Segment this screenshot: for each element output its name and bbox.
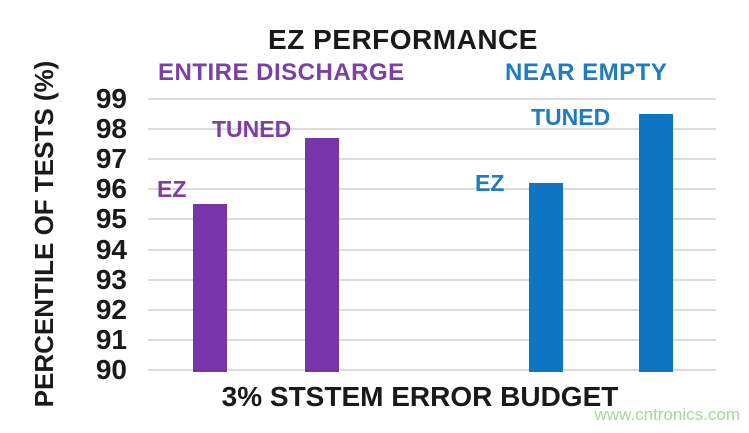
y-axis-title: PERCENTILE OF TESTS (%) <box>29 60 59 408</box>
x-axis-label: 3% STSTEM ERROR BUDGET <box>221 381 619 412</box>
gridline <box>148 128 716 131</box>
gridline <box>148 98 716 100</box>
group-label: NEAR EMPTY <box>505 59 668 86</box>
group-label: ENTIRE DISCHARGE <box>158 59 405 86</box>
gridline <box>148 308 716 311</box>
gridline <box>148 218 716 221</box>
bar-near-empty-ez <box>529 183 563 372</box>
chart-title: EZ PERFORMANCE <box>268 24 538 55</box>
gridline <box>148 369 716 371</box>
bar-label: TUNED <box>531 104 611 130</box>
y-tick-label: 93 <box>95 263 127 295</box>
y-tick-label: 94 <box>95 233 127 265</box>
gridline <box>148 338 716 341</box>
bar-label: TUNED <box>212 116 292 142</box>
bar-near-empty-tuned <box>639 114 673 372</box>
gridline <box>148 158 716 161</box>
bar-label: EZ <box>475 170 505 196</box>
y-tick-label: 90 <box>95 354 127 385</box>
watermark: www.cntronics.com <box>594 405 740 424</box>
gridline <box>148 248 716 251</box>
gridline <box>148 188 716 191</box>
bar-entire-discharge-tuned <box>305 138 339 372</box>
bar-label: EZ <box>157 176 187 202</box>
y-tick-label: 99 <box>95 83 127 114</box>
bar-entire-discharge-ez <box>193 204 227 372</box>
y-tick-label: 97 <box>95 143 127 175</box>
y-tick-label: 96 <box>95 173 127 205</box>
y-tick-label: 98 <box>95 113 127 145</box>
y-tick-label: 91 <box>95 323 127 355</box>
y-tick-label: 92 <box>95 293 127 325</box>
gridline <box>148 278 716 281</box>
y-tick-label: 95 <box>95 203 127 235</box>
